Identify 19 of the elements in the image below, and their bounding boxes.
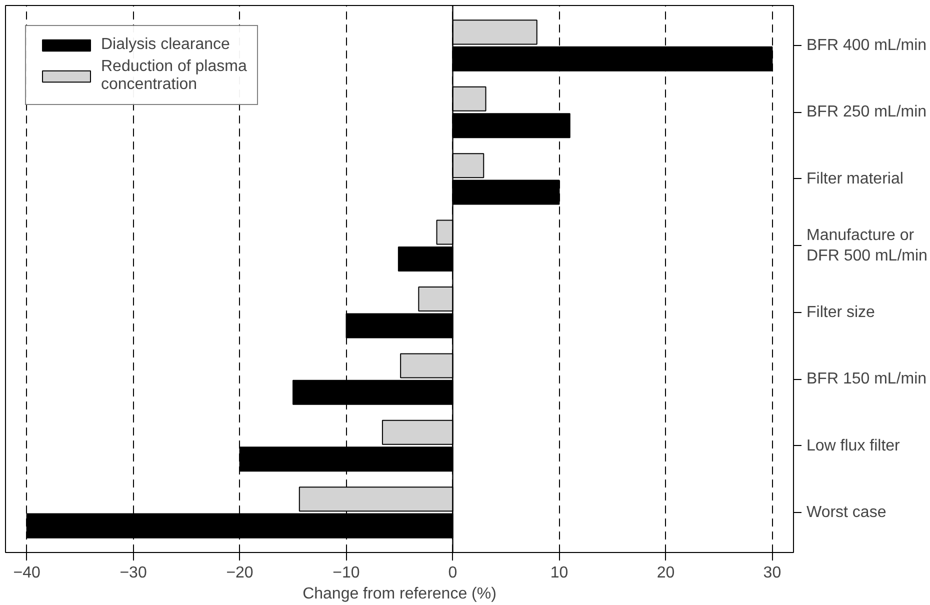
y-tick-label: Manufacture or DFR 500 mL/min <box>806 226 928 264</box>
x-tick-label: 20 <box>656 564 675 582</box>
y-tick-label: BFR 250 mL/min <box>806 104 927 121</box>
x-tick-label: −20 <box>226 564 254 582</box>
x-tick-label: −10 <box>332 564 360 582</box>
legend-label: Dialysis clearance <box>101 36 230 54</box>
x-tick-label: −40 <box>13 564 40 582</box>
x-axis-title: Change from reference (%) <box>302 586 496 602</box>
y-tick-label: Filter material <box>806 170 904 188</box>
x-tick-label: 10 <box>550 564 568 582</box>
x-tick-label: 30 <box>763 564 782 582</box>
x-tick-label: 0 <box>448 564 458 582</box>
y-tick-label: Worst case <box>806 504 886 521</box>
y-tick-label: Filter size <box>806 304 876 321</box>
y-tick-label: Low flux filter <box>806 437 901 454</box>
y-tick-label: BFR 400 mL/min <box>806 37 927 54</box>
x-tick-label: −30 <box>120 564 147 582</box>
y-tick-label: BFR 150 mL/min <box>806 370 927 388</box>
legend-label: Reduction of plasma concentration <box>101 58 247 94</box>
